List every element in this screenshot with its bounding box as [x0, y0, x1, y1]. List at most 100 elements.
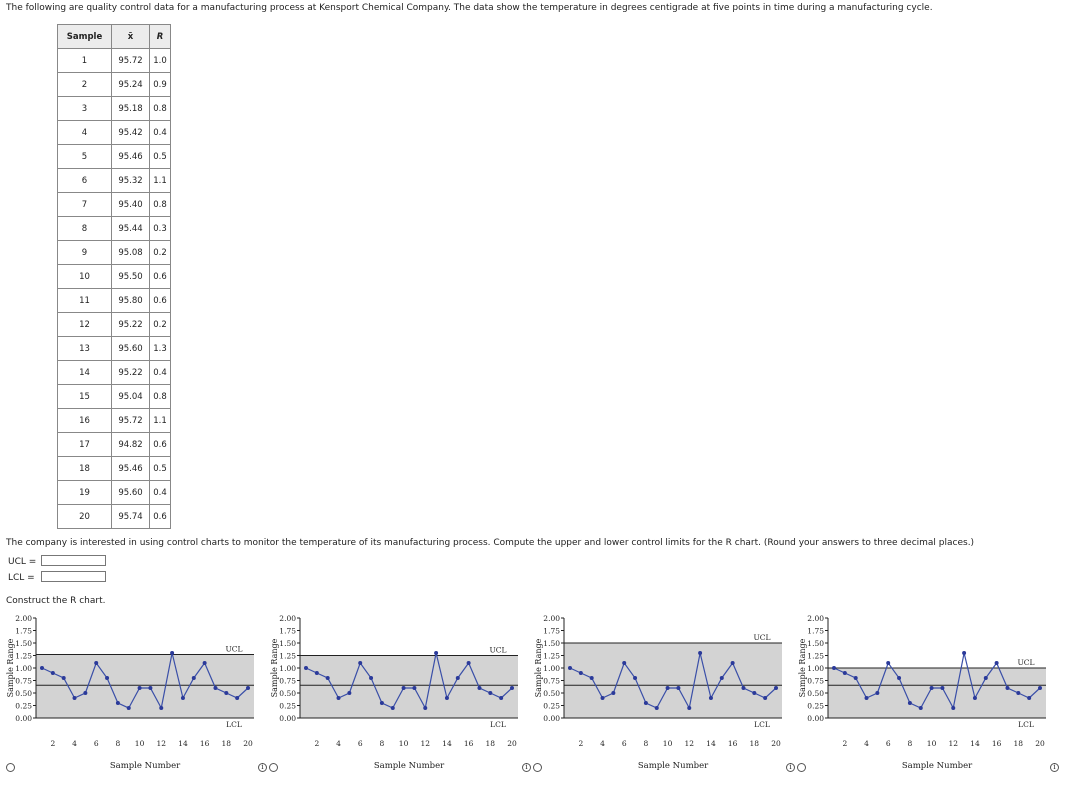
x-tick-label: 6: [886, 739, 891, 748]
x-tick-label: 2: [314, 739, 319, 748]
x-tick-label: 16: [992, 739, 1002, 748]
x-tick-label: 8: [380, 739, 385, 748]
x-tick-label: 14: [970, 739, 980, 748]
data-point: [235, 696, 240, 700]
range-cell: 0.5: [149, 456, 171, 481]
y-tick-label: 1.00: [279, 664, 296, 673]
y-tick-label: 0.00: [543, 714, 560, 723]
table-row: 18 95.46 0.5: [57, 456, 171, 481]
table-row: 20 95.74 0.6: [57, 504, 171, 529]
data-point: [180, 696, 185, 700]
sample-cell: 5: [57, 144, 112, 169]
range-cell: 0.3: [149, 216, 171, 241]
data-point: [369, 676, 374, 680]
x-tick-label: 8: [644, 739, 649, 748]
data-point: [304, 666, 308, 670]
y-tick-label: 0.50: [807, 689, 824, 698]
lcl-label: LCL: [1018, 720, 1034, 729]
chart-option-4-radio[interactable]: [797, 763, 806, 772]
sample-cell: 7: [57, 192, 112, 217]
ucl-input[interactable]: [41, 555, 106, 566]
sample-cell: 15: [57, 384, 112, 409]
x-tick-label: 18: [486, 739, 496, 748]
y-axis-label: Sample Range: [6, 638, 15, 697]
table-row: 3 95.18 0.8: [57, 96, 171, 121]
data-point: [842, 671, 847, 675]
data-point: [358, 661, 363, 665]
data-point: [412, 686, 417, 690]
sample-cell: 16: [57, 408, 112, 433]
data-point: [864, 696, 869, 700]
data-point: [137, 686, 142, 690]
y-tick-label: 0.25: [15, 702, 32, 711]
r-chart-option-3: 0.00 0.25 0.50 0.75 1.00 1.25 1.50 1.75 2.00 2 4 6 8…: [534, 610, 794, 771]
data-point: [832, 666, 836, 670]
table-row: 5 95.46 0.5: [57, 144, 171, 169]
sample-cell: 8: [57, 216, 112, 241]
info-icon[interactable]: i: [258, 763, 267, 772]
data-point: [730, 661, 735, 665]
lcl-input[interactable]: [41, 571, 106, 582]
data-point: [466, 661, 471, 665]
y-tick-label: 0.00: [15, 714, 32, 723]
y-tick-label: 1.25: [543, 652, 560, 661]
xbar-cell: 95.50: [111, 264, 150, 289]
table-row: 2 95.24 0.9: [57, 72, 171, 97]
y-tick-label: 1.25: [15, 652, 32, 661]
ucl-label: UCL: [489, 646, 506, 655]
table-row: 4 95.42 0.4: [57, 120, 171, 145]
data-point: [105, 676, 110, 680]
control-band: [564, 643, 782, 718]
chart-option-2-radio[interactable]: [269, 763, 278, 772]
info-icon[interactable]: i: [786, 763, 795, 772]
x-axis-label: Sample Number: [902, 761, 973, 770]
x-tick-label: 12: [684, 739, 694, 748]
y-tick-label: 2.00: [543, 614, 560, 623]
lcl-label: LCL: [754, 720, 770, 729]
range-cell: 1.3: [149, 336, 171, 361]
sample-cell: 13: [57, 336, 112, 361]
chart-option-3-radio[interactable]: [533, 763, 542, 772]
y-tick-label: 2.00: [15, 614, 32, 623]
y-tick-label: 0.75: [279, 677, 296, 686]
y-tick-label: 2.00: [807, 614, 824, 623]
y-axis-label: Sample Range: [270, 638, 279, 697]
info-icon[interactable]: i: [1050, 763, 1059, 772]
x-tick-label: 10: [135, 739, 145, 748]
ucl-row: UCL =: [8, 555, 106, 567]
data-point: [665, 686, 670, 690]
data-point: [708, 696, 713, 700]
intro-text: The following are quality control data f…: [6, 3, 933, 13]
y-tick-label: 1.50: [279, 639, 296, 648]
x-tick-label: 12: [420, 739, 430, 748]
range-cell: 0.4: [149, 480, 171, 505]
x-tick-label: 16: [728, 739, 738, 748]
data-point: [983, 676, 988, 680]
sample-cell: 3: [57, 96, 112, 121]
chart-option-1-radio[interactable]: [6, 763, 15, 772]
y-tick-label: 1.75: [15, 627, 32, 636]
xbar-cell: 95.24: [111, 72, 150, 97]
info-icon[interactable]: i: [522, 763, 531, 772]
table-row: 19 95.60 0.4: [57, 480, 171, 505]
r-chart-option-4: 0.00 0.25 0.50 0.75 1.00 1.25 1.50 1.75 2.00 2 4 6 8…: [798, 610, 1058, 771]
data-point: [1027, 696, 1032, 700]
y-tick-label: 1.75: [807, 627, 824, 636]
data-point: [477, 686, 482, 690]
sample-cell: 10: [57, 264, 112, 289]
sample-cell: 2: [57, 72, 112, 97]
x-tick-label: 20: [243, 739, 253, 748]
data-point: [213, 686, 218, 690]
x-tick-label: 20: [507, 739, 517, 748]
data-point: [994, 661, 999, 665]
data-point: [719, 676, 724, 680]
data-point: [578, 671, 583, 675]
range-cell: 0.2: [149, 312, 171, 337]
lcl-label: LCL: [490, 720, 506, 729]
y-tick-label: 2.00: [279, 614, 296, 623]
quality-data-table: Sample x̄ R 1 95.72 1.0 2 95.24 0.9 3 95.18 0.8 4…: [57, 24, 171, 529]
xbar-cell: 95.80: [111, 288, 150, 313]
x-tick-label: 10: [663, 739, 673, 748]
data-point: [170, 651, 175, 655]
question-text: The company is interested in using contr…: [6, 538, 975, 548]
